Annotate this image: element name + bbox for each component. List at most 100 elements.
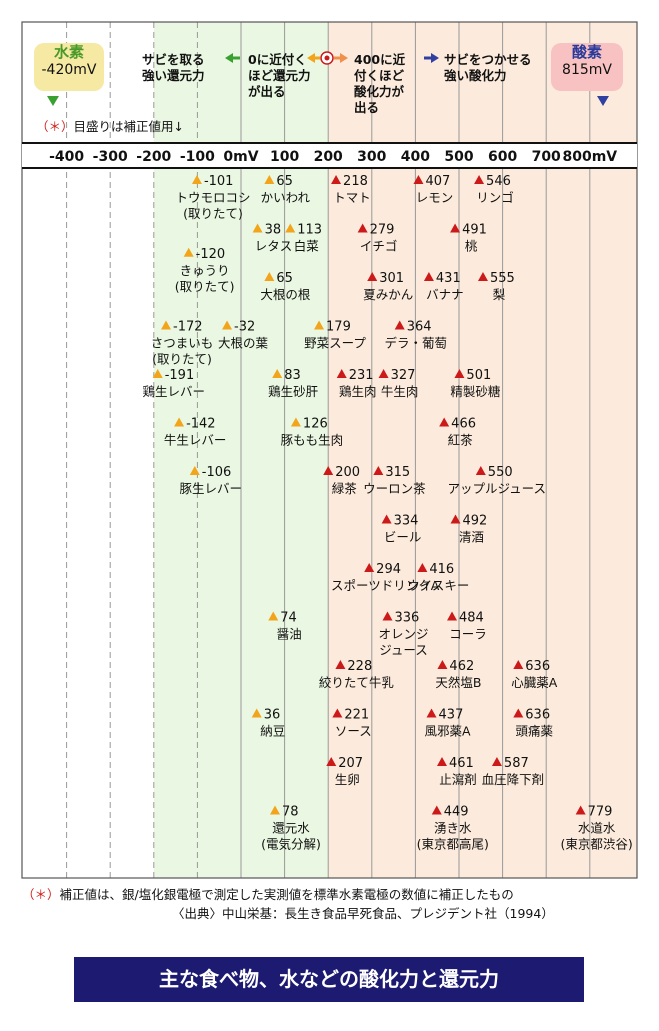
tick-label: -100 [180, 149, 215, 165]
hydrogen-label: 水素 [53, 43, 84, 61]
item-name: 鶏生砂肝 [268, 384, 319, 399]
value-label: 431 [436, 271, 461, 286]
marker-triangle-icon [450, 223, 461, 233]
item-name-line: 精製砂糖 [450, 384, 501, 399]
marker-triangle-icon [331, 175, 342, 184]
page-title: 主な食べ物、水などの酸化力と還元力 [74, 957, 584, 1002]
tick-label: 300 [357, 149, 386, 165]
marker-triangle-icon [332, 708, 343, 718]
marker-triangle-icon [272, 369, 283, 378]
value-label: 279 [370, 223, 395, 238]
item-name-line: 絞りたて牛乳 [319, 675, 394, 690]
item-name-line: (取りたて) [175, 279, 235, 294]
marker-triangle-icon [367, 272, 378, 281]
tick-label: 500 [444, 149, 473, 165]
tick-label: -400 [49, 149, 84, 165]
item-name-line: 頭痛薬 [516, 724, 554, 739]
item-name-line: ビール [384, 530, 422, 545]
item-name-line: ジュース [379, 643, 428, 658]
item-name: 白菜 [294, 239, 320, 254]
item-name: スポーツドリンクA [331, 578, 440, 593]
item-name-line: 醤油 [277, 627, 302, 642]
left-arrow-orange-icon [307, 53, 315, 63]
item-name-line: アップルジュース [448, 481, 547, 496]
marker-triangle-icon [436, 757, 447, 766]
item-name: ウーロン茶 [363, 481, 426, 496]
item-name-line: 豚生レバー [180, 481, 243, 496]
item-name-line: 鶏生レバー [142, 384, 205, 399]
marker-triangle-icon [475, 466, 486, 475]
marker-triangle-icon [491, 757, 502, 766]
item-name-line: きゅうり [180, 263, 230, 278]
axis-band [22, 143, 637, 168]
item-name-line: (取りたて) [152, 352, 212, 367]
item-name: きゅうり(取りたて) [175, 263, 235, 294]
item-name-line: 水道水 [578, 821, 616, 836]
oxygen-label: 酸素 [571, 43, 602, 61]
marker-triangle-icon [335, 660, 346, 669]
scale-note: （＊）目盛りは補正値用↓ [36, 116, 184, 135]
value-label: 78 [282, 805, 299, 820]
strong-reduction-text: サビを取る 強い還元力 [142, 52, 205, 83]
scale-note-text: 目盛りは補正値用↓ [73, 119, 184, 134]
item-name-line: 野菜スープ [304, 336, 366, 351]
value-label: -101 [204, 174, 234, 189]
marker-triangle-icon [447, 611, 458, 621]
item-name: 絞りたて牛乳 [319, 675, 394, 690]
marker-triangle-icon [426, 708, 437, 718]
tick-label: 800mV [562, 149, 617, 165]
marker-triangle-icon [423, 272, 434, 281]
tick-label: 400 [401, 149, 430, 165]
item-name: ウイスキー [407, 578, 469, 593]
value-label: 407 [425, 174, 450, 189]
item-name: 豚もも生肉 [281, 433, 344, 448]
marker-triangle-icon [285, 223, 296, 233]
item-name: 頭痛薬 [516, 724, 554, 739]
item-name-line: 牛生レバー [164, 433, 227, 448]
item-name-line: ソース [335, 724, 372, 739]
value-label: 449 [444, 805, 469, 820]
item-name: レモン [416, 190, 454, 205]
value-label: -172 [173, 320, 203, 335]
marker-triangle-icon [290, 417, 301, 427]
value-label: 65 [276, 271, 293, 286]
item-name: 精製砂糖 [450, 384, 501, 399]
item-name: 牛生肉 [381, 384, 419, 399]
item-name-line: 桃 [465, 239, 478, 254]
value-label: 461 [449, 756, 474, 771]
item-name: オレンジジュース [378, 627, 428, 658]
footer-source: 〈出典〉中山栄基：長生き食品早死食品、プレジデント社（1994） [172, 906, 554, 921]
marker-triangle-icon [222, 320, 233, 330]
marker-triangle-icon [382, 611, 393, 621]
item-name-line: 止瀉剤 [439, 772, 477, 787]
marker-triangle-icon [513, 660, 524, 669]
value-label: 484 [459, 611, 484, 626]
item-name: かいわれ [261, 190, 311, 205]
item-name-line: 清酒 [459, 530, 484, 545]
marker-triangle-icon [413, 175, 424, 184]
item-name: リンゴ [476, 190, 514, 205]
value-label: 779 [588, 805, 613, 820]
item-name: さつまいも(取りたて) [151, 336, 214, 367]
marker-triangle-icon [189, 466, 200, 475]
footer-note-text: 補正値は、銀/塩化銀電極で測定した実測値を標準水素電極の数値に補正したもの [59, 887, 514, 902]
value-label: -191 [165, 368, 195, 383]
item-name: イチゴ [360, 239, 398, 254]
hydrogen-box: 水素 -420mV [34, 43, 104, 91]
item-name: 夏みかん [363, 287, 413, 302]
item-name: 水道水(東京都渋谷) [561, 821, 633, 852]
item-name-line: (東京都渋谷) [561, 837, 633, 852]
left-arrow-icon [225, 53, 233, 63]
item-name-line: レモン [416, 190, 454, 205]
item-name-line: オレンジ [378, 627, 428, 642]
item-name-line: レタス [255, 239, 293, 254]
item-name: 風邪薬A [425, 724, 472, 739]
value-label: 636 [525, 708, 550, 723]
tick-label: -200 [136, 149, 171, 165]
item-name-line: ウイスキー [407, 578, 469, 593]
marker-triangle-icon [183, 247, 194, 257]
value-label: 83 [284, 368, 301, 383]
item-name: ビール [384, 530, 422, 545]
item-name-line: スポーツドリンクA [331, 578, 440, 593]
tick-label: 600 [488, 149, 517, 165]
